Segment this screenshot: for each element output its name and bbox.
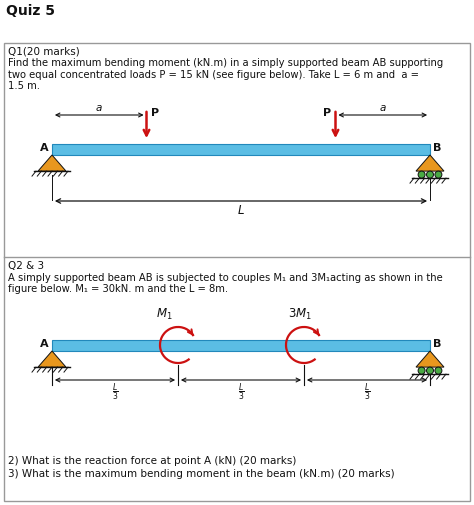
Polygon shape [416,351,444,367]
Polygon shape [38,156,66,172]
Text: $3M_1$: $3M_1$ [288,307,312,321]
Text: B: B [433,338,441,348]
Circle shape [427,172,434,179]
Text: 1.5 m.: 1.5 m. [8,81,40,91]
Circle shape [427,367,434,374]
Text: $M_1$: $M_1$ [155,307,173,321]
Circle shape [435,367,442,374]
Text: Q2 & 3: Q2 & 3 [8,261,44,271]
Text: $\frac{L}{3}$: $\frac{L}{3}$ [237,381,245,402]
Text: 2) What is the reaction force at point A (kN) (20 marks): 2) What is the reaction force at point A… [8,455,296,465]
Text: a: a [380,103,386,113]
Text: Quiz 5: Quiz 5 [6,4,55,18]
Text: figure below. M₁ = 30kN. m and the L = 8m.: figure below. M₁ = 30kN. m and the L = 8… [8,284,228,294]
Text: A simply supported beam AB is subjected to couples M₁ and 3M₁acting as shown in : A simply supported beam AB is subjected … [8,273,443,282]
Text: a: a [96,103,102,113]
Text: L: L [238,204,244,217]
Text: Find the maximum bending moment (kN.m) in a simply supported beam AB supporting: Find the maximum bending moment (kN.m) i… [8,58,443,68]
Text: $\frac{L}{3}$: $\frac{L}{3}$ [364,381,371,402]
Text: B: B [433,143,441,153]
Circle shape [418,367,425,374]
Text: A: A [40,338,49,348]
Text: 3) What is the maximum bending moment in the beam (kN.m) (20 marks): 3) What is the maximum bending moment in… [8,469,395,479]
Text: $\frac{L}{3}$: $\frac{L}{3}$ [111,381,118,402]
Bar [52,340,430,351]
Circle shape [418,172,425,179]
Text: A: A [40,143,49,153]
Polygon shape [38,351,66,367]
Circle shape [435,172,442,179]
Text: P: P [151,108,159,118]
Text: two equal concentrated loads P = 15 kN (see figure below). Take L = 6 m and  a =: two equal concentrated loads P = 15 kN (… [8,69,419,79]
Bar [52,144,430,155]
Polygon shape [416,156,444,172]
Text: P: P [323,108,331,118]
Text: Q1(20 marks): Q1(20 marks) [8,46,80,56]
